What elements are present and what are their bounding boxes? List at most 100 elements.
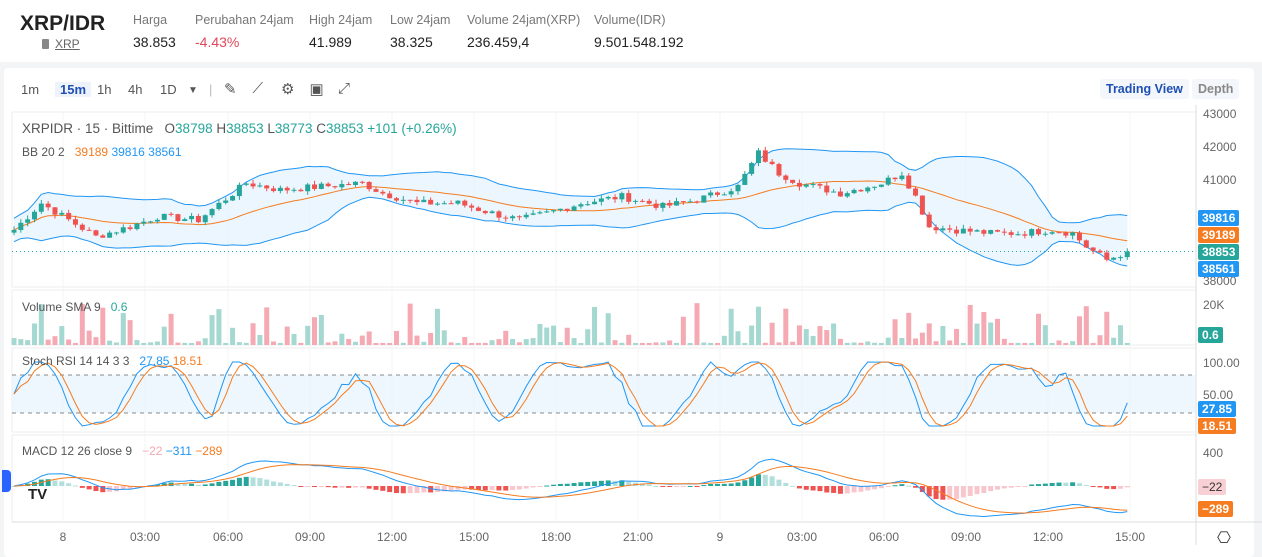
macd-hist-bar xyxy=(919,486,925,493)
candle xyxy=(257,185,263,187)
candle xyxy=(455,200,461,204)
candle xyxy=(373,189,379,192)
macd-hist-bar xyxy=(428,486,434,493)
macd-hist-bar xyxy=(236,477,242,486)
bb-lower-line xyxy=(13,196,1128,267)
volume-bar xyxy=(557,342,563,345)
stoch-legend[interactable]: Stoch RSI 14 14 3 3 27.85 18.51 xyxy=(22,354,203,368)
macd-hist-bar xyxy=(947,486,953,500)
volume-bar xyxy=(134,340,140,345)
chart-settings-icon[interactable]: ⎔ xyxy=(1217,530,1231,547)
stat-5: Volume(IDR) 9.501.548.192 xyxy=(594,13,684,50)
save-icon[interactable]: ▣ xyxy=(309,81,324,98)
volume-bar xyxy=(243,342,249,345)
bb-fill xyxy=(14,148,1128,266)
volume-bar xyxy=(755,306,761,345)
volume-legend[interactable]: Volume SMA 9 0.6 xyxy=(22,300,127,314)
volume-bar xyxy=(1097,335,1103,345)
macd-hist-bar xyxy=(1008,486,1014,488)
macd-hist-bar xyxy=(339,486,345,488)
macd-hist-bar xyxy=(954,486,960,500)
sidebar-toggle[interactable] xyxy=(2,470,11,492)
volume-bar xyxy=(510,338,516,345)
pencil-icon[interactable]: ✎ xyxy=(224,81,237,98)
interval-4h[interactable]: 4h xyxy=(128,82,143,97)
volume-bar xyxy=(769,322,775,345)
candle xyxy=(783,175,789,180)
asset-link[interactable]: XRP xyxy=(42,37,80,51)
volume-bar xyxy=(639,342,645,345)
candle xyxy=(960,228,966,234)
candle xyxy=(728,191,734,195)
interval-1h[interactable]: 1h xyxy=(97,82,112,97)
volume-bar xyxy=(59,326,65,345)
candle xyxy=(694,201,700,203)
candle xyxy=(899,175,905,180)
volume-bar xyxy=(271,341,277,345)
volume-bar xyxy=(393,330,399,345)
candle xyxy=(954,229,960,234)
tab-depth[interactable]: Depth xyxy=(1192,79,1240,99)
macd-hist-bar xyxy=(885,486,891,487)
macd-hist-bar xyxy=(305,486,311,487)
gear-icon[interactable]: ⚙ xyxy=(281,81,295,98)
candle xyxy=(120,227,126,233)
candle xyxy=(557,208,563,211)
interval-1D[interactable]: 1D xyxy=(160,82,177,97)
macd-hist-bar xyxy=(619,480,625,486)
macd-hist-bar xyxy=(332,486,338,488)
candle xyxy=(393,198,399,201)
stat-value: 236.459,4 xyxy=(467,34,530,50)
volume-bar xyxy=(619,342,625,345)
interval-1m[interactable]: 1m xyxy=(21,82,40,97)
volume-bar xyxy=(940,326,946,345)
bb-basis-tag: 39189 xyxy=(1198,227,1240,243)
chart-card xyxy=(4,68,1254,557)
volume-bar xyxy=(926,323,932,345)
macd-hist-bar xyxy=(721,483,727,486)
tradingview-logo[interactable]: TV xyxy=(28,486,48,503)
candle xyxy=(216,202,222,210)
indicator-icon[interactable]: ⟋ xyxy=(252,80,264,97)
macd-hist-bar xyxy=(230,479,236,486)
macd-hist-bar xyxy=(557,483,563,486)
macd-hist-bar xyxy=(250,477,256,486)
volume-bar xyxy=(482,342,488,345)
price-tick: 41000 xyxy=(1203,173,1237,187)
bb-legend[interactable]: BB 20 2 39189 39816 38561 xyxy=(22,145,182,159)
macd-hist-bar xyxy=(510,486,516,491)
candle xyxy=(824,185,830,193)
stoch-label: Stoch RSI 14 14 3 3 xyxy=(22,354,130,368)
interval-15m[interactable]: 15m xyxy=(55,82,92,97)
volume-bar xyxy=(380,343,386,345)
candle xyxy=(277,187,283,192)
macd-hist-bar xyxy=(598,480,604,486)
macd-legend[interactable]: MACD 12 26 close 9 −22 −311 −289 xyxy=(22,444,222,458)
tab-trading-view[interactable]: Trading View xyxy=(1100,79,1189,99)
volume-bar xyxy=(1008,342,1014,345)
volume-bar xyxy=(571,338,577,345)
macd-hist-bar xyxy=(783,482,789,486)
volume-bar xyxy=(45,339,51,345)
macd-hist-bar xyxy=(872,486,878,490)
candle xyxy=(1083,240,1089,248)
volume-bar xyxy=(674,342,680,345)
macd-hist-bar xyxy=(1070,482,1076,486)
volume-bar xyxy=(831,323,837,345)
interval-dropdown-icon[interactable]: ▼ xyxy=(188,85,198,96)
macd-hist-bar xyxy=(837,486,843,494)
macd-hist-bar xyxy=(960,486,966,498)
candle xyxy=(837,191,843,197)
fullscreen-icon[interactable]: ⤢ xyxy=(338,80,351,97)
macd-hist-bar xyxy=(612,480,618,486)
macd-hist-bar xyxy=(1124,486,1130,488)
volume-bar xyxy=(434,308,440,345)
candle xyxy=(735,184,741,192)
macd-hist-bar xyxy=(742,480,748,486)
macd-hist-bar xyxy=(66,483,72,486)
asset-link-label[interactable]: XRP xyxy=(55,37,80,51)
volume-bar xyxy=(86,330,92,345)
candle xyxy=(482,210,488,214)
macd-hist-bar xyxy=(346,486,352,488)
